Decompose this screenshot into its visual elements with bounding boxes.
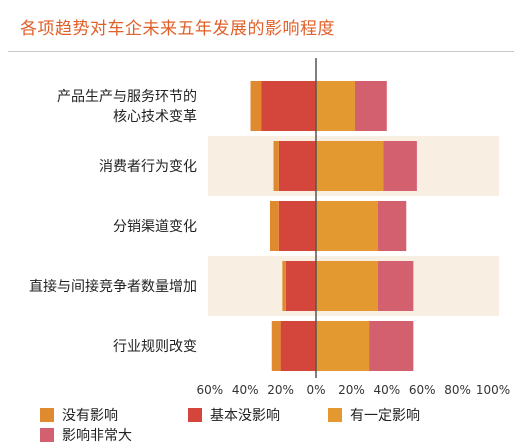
- category-label: 直接与间接竞争者数量增加: [29, 278, 197, 295]
- chart-title: 各项趋势对车企未来五年发展的影响程度: [20, 19, 335, 39]
- bar-segment: [316, 321, 370, 371]
- x-tick-label: 80%: [444, 383, 471, 397]
- bars: [250, 81, 417, 371]
- x-tick-label: 60%: [196, 383, 223, 397]
- bar-segment: [278, 201, 316, 251]
- category-label: 行业规则改变: [113, 339, 197, 355]
- x-tick-label: 0%: [306, 383, 325, 397]
- category-label: 核心技术变革: [113, 109, 197, 125]
- bar-segment: [316, 141, 384, 191]
- bar-segment: [273, 141, 279, 191]
- x-tick-label: 60%: [409, 383, 436, 397]
- bar-segment: [269, 201, 279, 251]
- category-label: 消费者行为变化: [99, 159, 197, 175]
- bar-segment: [383, 141, 417, 191]
- title-divider: [8, 51, 514, 52]
- bar-segment: [250, 81, 262, 131]
- x-tick-labels: 60% 40% 20% 0% 20% 40% 60% 80% 100%: [196, 383, 510, 397]
- bar-segment: [316, 81, 355, 131]
- category-label: 产品生产与服务环节的: [57, 89, 197, 105]
- category-labels: 产品生产与服务环节的核心技术变革消费者行为变化分销渠道变化直接与间接竞争者数量增…: [29, 89, 197, 355]
- bar-segment: [354, 81, 387, 131]
- bar-segment: [271, 321, 281, 371]
- x-tick-label: 100%: [476, 383, 510, 397]
- bar-segment: [369, 321, 414, 371]
- bar-segment: [261, 81, 316, 131]
- bar-segment: [280, 321, 316, 371]
- x-tick-label: 40%: [373, 383, 400, 397]
- x-tick-label: 40%: [232, 383, 259, 397]
- bar-segment: [316, 201, 378, 251]
- bar-segment: [377, 201, 407, 251]
- bar-segment: [278, 141, 316, 191]
- bar-segment: [285, 261, 316, 311]
- category-label: 分销渠道变化: [113, 219, 197, 235]
- bar-segment: [282, 261, 286, 311]
- x-tick-label: 20%: [267, 383, 294, 397]
- bar-segment: [377, 261, 414, 311]
- x-tick-label: 20%: [338, 383, 365, 397]
- bar-segment: [316, 261, 378, 311]
